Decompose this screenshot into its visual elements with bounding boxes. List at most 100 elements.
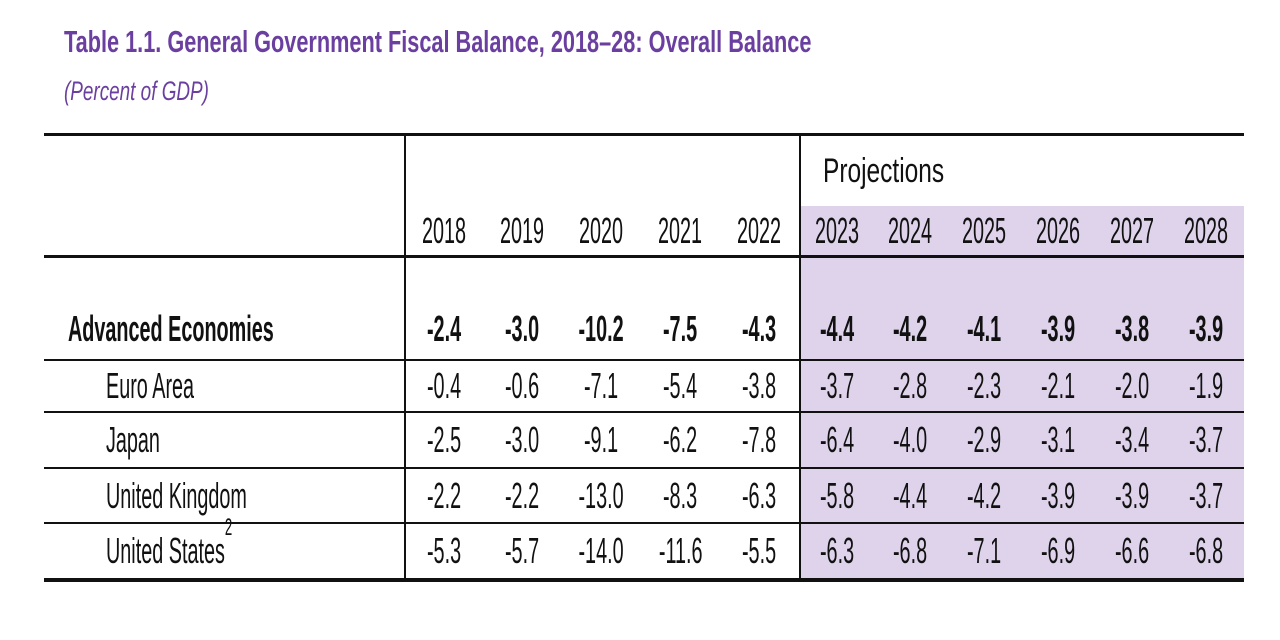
data-value: -3.0 bbox=[505, 419, 540, 460]
data-cell: -0.6 bbox=[483, 361, 562, 413]
data-value: -14.0 bbox=[578, 530, 625, 571]
data-value: -4.1 bbox=[966, 308, 1002, 349]
data-value: -4.0 bbox=[892, 419, 928, 460]
table-subtitle: (Percent of GDP) bbox=[64, 76, 271, 107]
projection-cell: -1.9 bbox=[1169, 361, 1244, 413]
projection-cell: -6.9 bbox=[1021, 524, 1095, 578]
data-value: -5.5 bbox=[742, 530, 777, 571]
projection-cell: -3.7 bbox=[799, 361, 873, 413]
projection-cell: -2.9 bbox=[947, 413, 1021, 469]
projection-cell: -3.7 bbox=[1169, 469, 1244, 524]
row-label-advanced-economies: Advanced Economies bbox=[44, 258, 404, 361]
data-value: -3.8 bbox=[742, 365, 777, 406]
data-value: -4.2 bbox=[966, 474, 1002, 516]
projection-cell: -2.8 bbox=[873, 361, 947, 413]
data-value: -3.9 bbox=[1114, 474, 1150, 516]
spacer-cell bbox=[44, 136, 404, 206]
data-value: -9.1 bbox=[584, 419, 619, 460]
data-value: -3.4 bbox=[1114, 419, 1150, 460]
row-label-text: United Kingdom bbox=[106, 474, 247, 516]
projections-header-cell: Projections bbox=[799, 136, 1244, 206]
projection-cell: -3.9 bbox=[1095, 469, 1169, 524]
data-value: -5.8 bbox=[819, 474, 855, 516]
data-value: -13.0 bbox=[578, 474, 625, 516]
projection-cell: -4.0 bbox=[873, 413, 947, 469]
row-label-japan: Japan bbox=[44, 413, 404, 469]
projection-cell: -2.3 bbox=[947, 361, 1021, 413]
data-value: -2.2 bbox=[427, 474, 462, 516]
projection-cell: -4.2 bbox=[947, 469, 1021, 524]
data-cell: -8.3 bbox=[641, 469, 720, 524]
row-label-united-kingdom: United Kingdom bbox=[44, 469, 404, 524]
data-cell: -3.0 bbox=[483, 413, 562, 469]
data-value: -5.7 bbox=[505, 530, 540, 571]
projection-cell: -5.8 bbox=[799, 469, 873, 524]
data-value: -7.8 bbox=[742, 419, 777, 460]
year-header-text: 2024 bbox=[887, 209, 933, 251]
data-value: -6.4 bbox=[819, 419, 855, 460]
row-label-text: Euro Area bbox=[106, 365, 195, 406]
projection-year-header: 2024 bbox=[873, 206, 947, 258]
row-label-text: Japan bbox=[106, 419, 160, 460]
data-cell: -5.7 bbox=[483, 524, 562, 578]
data-cell: -11.6 bbox=[641, 524, 720, 578]
data-cell: -2.2 bbox=[483, 469, 562, 524]
data-value: -5.4 bbox=[663, 365, 698, 406]
data-value: -3.0 bbox=[505, 308, 540, 349]
data-cell: -5.5 bbox=[720, 524, 799, 578]
projection-cell: -4.4 bbox=[799, 258, 873, 361]
year-header-text: 2019 bbox=[500, 209, 545, 251]
projection-cell: -2.1 bbox=[1021, 361, 1095, 413]
year-header-text: 2021 bbox=[658, 209, 703, 251]
data-value: -5.3 bbox=[427, 530, 462, 571]
data-value: -6.3 bbox=[819, 530, 855, 571]
data-value: -11.6 bbox=[658, 530, 703, 571]
year-header-text: 2027 bbox=[1109, 209, 1155, 251]
row-label-text: Advanced Economies bbox=[68, 308, 274, 349]
data-cell: -4.3 bbox=[720, 258, 799, 361]
table-title: Table 1.1. General Government Fiscal Bal… bbox=[64, 24, 1132, 60]
spacer-cell bbox=[44, 206, 404, 258]
data-cell: -5.3 bbox=[404, 524, 483, 578]
data-cell: -5.4 bbox=[641, 361, 720, 413]
data-value: -3.9 bbox=[1040, 308, 1076, 349]
year-header: 2019 bbox=[483, 206, 562, 258]
projection-cell: -3.9 bbox=[1169, 258, 1244, 361]
data-value: -2.3 bbox=[966, 365, 1002, 406]
data-value: -2.8 bbox=[892, 365, 928, 406]
projection-year-header: 2028 bbox=[1169, 206, 1244, 258]
year-header-text: 2022 bbox=[737, 209, 782, 251]
year-header: 2018 bbox=[404, 206, 483, 258]
data-cell: -10.2 bbox=[562, 258, 641, 361]
data-value: -3.7 bbox=[1189, 474, 1224, 516]
data-value: -7.1 bbox=[966, 530, 1002, 571]
data-value: -6.3 bbox=[742, 474, 777, 516]
year-header: 2022 bbox=[720, 206, 799, 258]
table-subtitle-text: (Percent of GDP) bbox=[64, 76, 209, 106]
spacer-cell bbox=[404, 136, 799, 206]
data-cell: -0.4 bbox=[404, 361, 483, 413]
projection-cell: -7.1 bbox=[947, 524, 1021, 578]
data-cell: -6.2 bbox=[641, 413, 720, 469]
projection-year-header: 2023 bbox=[799, 206, 873, 258]
data-value: -7.5 bbox=[663, 308, 698, 349]
year-header: 2020 bbox=[562, 206, 641, 258]
data-value: -2.5 bbox=[427, 419, 462, 460]
data-value: -6.9 bbox=[1040, 530, 1076, 571]
data-cell: -3.0 bbox=[483, 258, 562, 361]
projection-year-header: 2027 bbox=[1095, 206, 1169, 258]
data-value: -2.4 bbox=[427, 308, 462, 349]
data-cell: -3.8 bbox=[720, 361, 799, 413]
data-cell: -14.0 bbox=[562, 524, 641, 578]
projection-cell: -6.6 bbox=[1095, 524, 1169, 578]
data-cell: -7.5 bbox=[641, 258, 720, 361]
data-value: -3.9 bbox=[1040, 474, 1076, 516]
data-cell: -2.4 bbox=[404, 258, 483, 361]
data-value: -0.4 bbox=[427, 365, 462, 406]
projection-cell: -3.9 bbox=[1021, 258, 1095, 361]
data-cell: -7.1 bbox=[562, 361, 641, 413]
row-label-united-states: United States2 bbox=[44, 516, 404, 578]
data-cell: -9.1 bbox=[562, 413, 641, 469]
row-label-inner: United States bbox=[106, 530, 225, 571]
